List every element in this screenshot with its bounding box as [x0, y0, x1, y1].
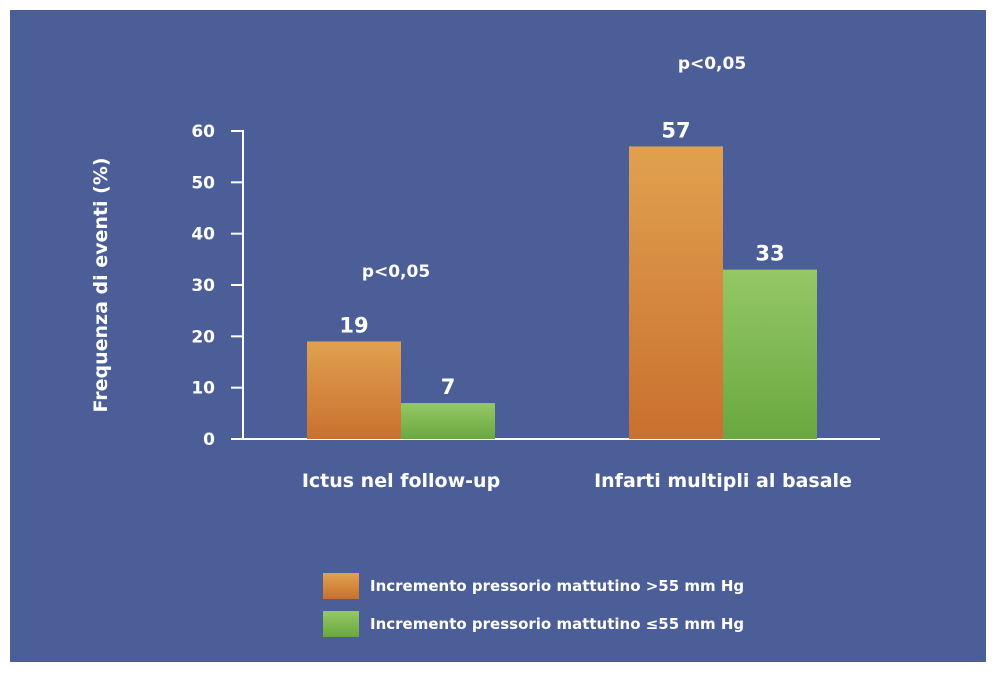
y-tick-label: 0	[203, 430, 215, 450]
y-tick-label: 30	[191, 276, 215, 296]
bar-2-series-2	[723, 269, 817, 439]
bar-1-series-2	[401, 403, 495, 439]
legend-entry-series-2: Incremento pressorio mattutino ≤55 mm Hg	[370, 615, 744, 633]
chart-panel	[10, 10, 986, 662]
category-label-2: Infarti multipli al basale	[594, 470, 852, 492]
y-tick-label: 10	[191, 379, 215, 399]
y-tick-label: 60	[191, 122, 215, 142]
data-label-1-series-1: 19	[339, 313, 368, 337]
legend-swatch-series-1	[323, 573, 359, 599]
p-value-annotation-1: p<0,05	[362, 262, 430, 282]
bar-2-series-1	[629, 146, 723, 439]
y-tick-label: 40	[191, 225, 215, 245]
data-label-2-series-1: 57	[661, 118, 690, 142]
data-label-2-series-2: 33	[755, 242, 784, 266]
y-axis-label: Frequenza di eventi (%)	[90, 157, 112, 412]
p-value-annotation-2: p<0,05	[678, 54, 746, 74]
y-tick-label: 20	[191, 327, 215, 347]
legend-entry-series-1: Incremento pressorio mattutino >55 mm Hg	[370, 577, 744, 595]
category-label-1: Ictus nel follow-up	[302, 470, 500, 492]
legend-swatch-series-2	[323, 611, 359, 637]
data-label-1-series-2: 7	[441, 375, 456, 399]
bar-1-series-1	[307, 341, 401, 439]
y-tick-label: 50	[191, 173, 215, 193]
legend: Incremento pressorio mattutino >55 mm Hg…	[323, 573, 744, 637]
